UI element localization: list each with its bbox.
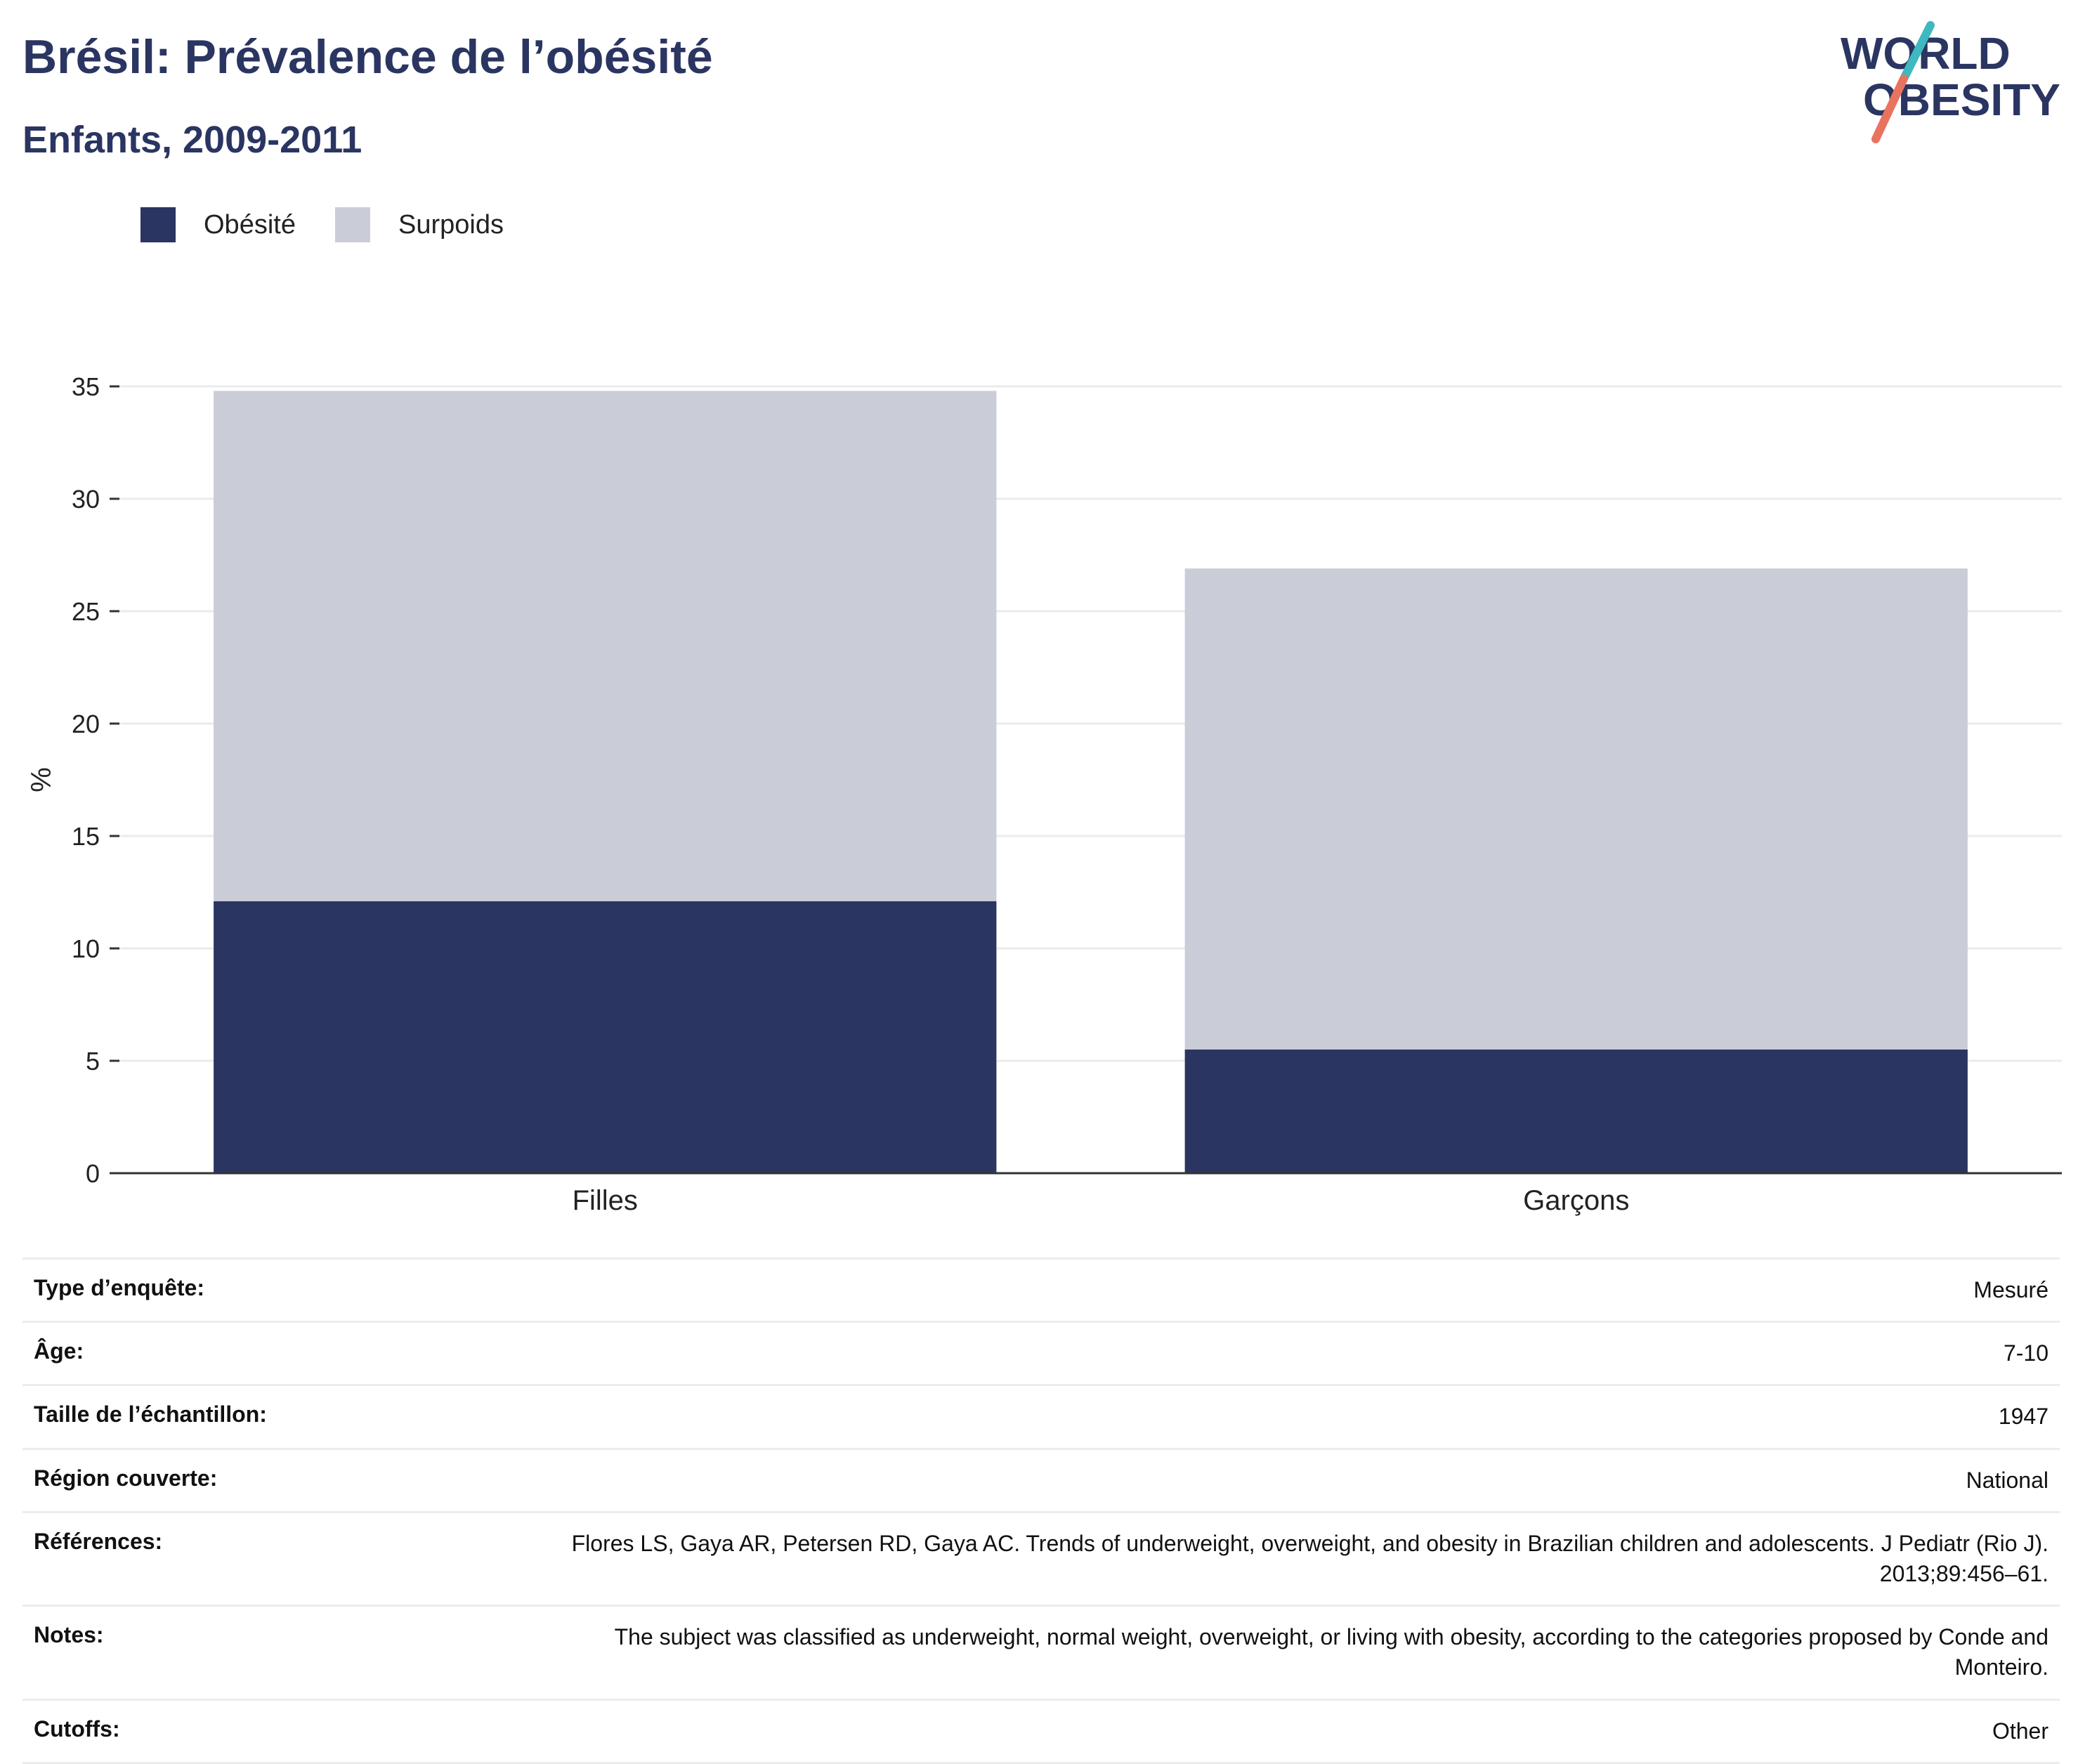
legend-item-surpoids[interactable]: Surpoids	[334, 207, 504, 242]
legend-label-obesite: Obésité	[204, 209, 296, 240]
metadata-row: Taille de l’échantillon: 1947	[22, 1384, 2060, 1449]
metadata-key: Âge:	[22, 1321, 537, 1385]
x-tick-label: Filles	[573, 1185, 638, 1216]
x-tick-label: Garçons	[1523, 1185, 1629, 1216]
metadata-row: Âge: 7-10	[22, 1321, 2060, 1385]
metadata-row: Région couverte: National	[22, 1447, 2060, 1513]
metadata-row: Type d’enquête: Mesuré	[22, 1257, 2060, 1322]
metadata-key: Références:	[22, 1510, 537, 1606]
y-tick-label: 10	[72, 934, 100, 963]
bar-obesite-1	[1184, 1050, 1968, 1173]
metadata-row: Références: Flores LS, Gaya AR, Petersen …	[22, 1510, 2060, 1606]
metadata-value: Mesuré	[537, 1257, 2060, 1322]
bar-obesite-0	[214, 901, 997, 1173]
legend-swatch-surpoids	[334, 207, 370, 242]
legend-swatch-obesite	[141, 207, 176, 242]
metadata-table: Type d’enquête: Mesuré Âge: 7-10 Taille de l…	[22, 1257, 2060, 1764]
metadata-value: 7-10	[537, 1321, 2060, 1385]
bar-surpoids-0	[214, 391, 997, 901]
logo-slash-top	[1900, 21, 1935, 83]
metadata-value: National	[537, 1447, 2060, 1513]
y-axis-label: %	[26, 767, 57, 792]
y-tick-label: 0	[86, 1159, 100, 1188]
y-tick-label: 20	[72, 710, 100, 738]
metadata-key: Cutoffs:	[22, 1698, 537, 1764]
chart-legend: Obésité Surpoids	[141, 207, 543, 242]
y-tick-label: 35	[72, 372, 100, 401]
y-tick-label: 30	[72, 485, 100, 514]
metadata-key: Notes:	[22, 1605, 537, 1699]
y-tick-label: 25	[72, 597, 100, 626]
metadata-key: Taille de l’échantillon:	[22, 1384, 537, 1449]
metadata-value: Other	[537, 1698, 2060, 1764]
world-obesity-logo: WORLD OBESITY	[1841, 21, 2060, 143]
metadata-row: Cutoffs: Other	[22, 1698, 2060, 1764]
chart-subtitle: Enfants, 2009-2011	[22, 119, 362, 161]
y-tick-label: 15	[72, 822, 100, 851]
bar-surpoids-1	[1184, 568, 1968, 1050]
logo-slash-bottom	[1871, 74, 1908, 143]
metadata-key: Type d’enquête:	[22, 1257, 537, 1322]
legend-label-surpoids: Surpoids	[398, 209, 504, 240]
bar-chart: 0 5 10 15 20 25 30 35% Filles Garçons	[26, 372, 2062, 1216]
legend-item-obesite[interactable]: Obésité	[141, 207, 296, 242]
y-tick-label: 5	[86, 1047, 100, 1076]
metadata-value: Flores LS, Gaya AR, Petersen RD, Gaya AC…	[537, 1510, 2060, 1606]
metadata-key: Région couverte:	[22, 1447, 537, 1513]
metadata-value: The subject was classified as underweigh…	[537, 1605, 2060, 1699]
chart-title: Brésil: Prévalence de l’obésité	[22, 30, 713, 84]
metadata-row: Notes: The subject was classified as unde…	[22, 1605, 2060, 1699]
metadata-value: 1947	[537, 1384, 2060, 1449]
